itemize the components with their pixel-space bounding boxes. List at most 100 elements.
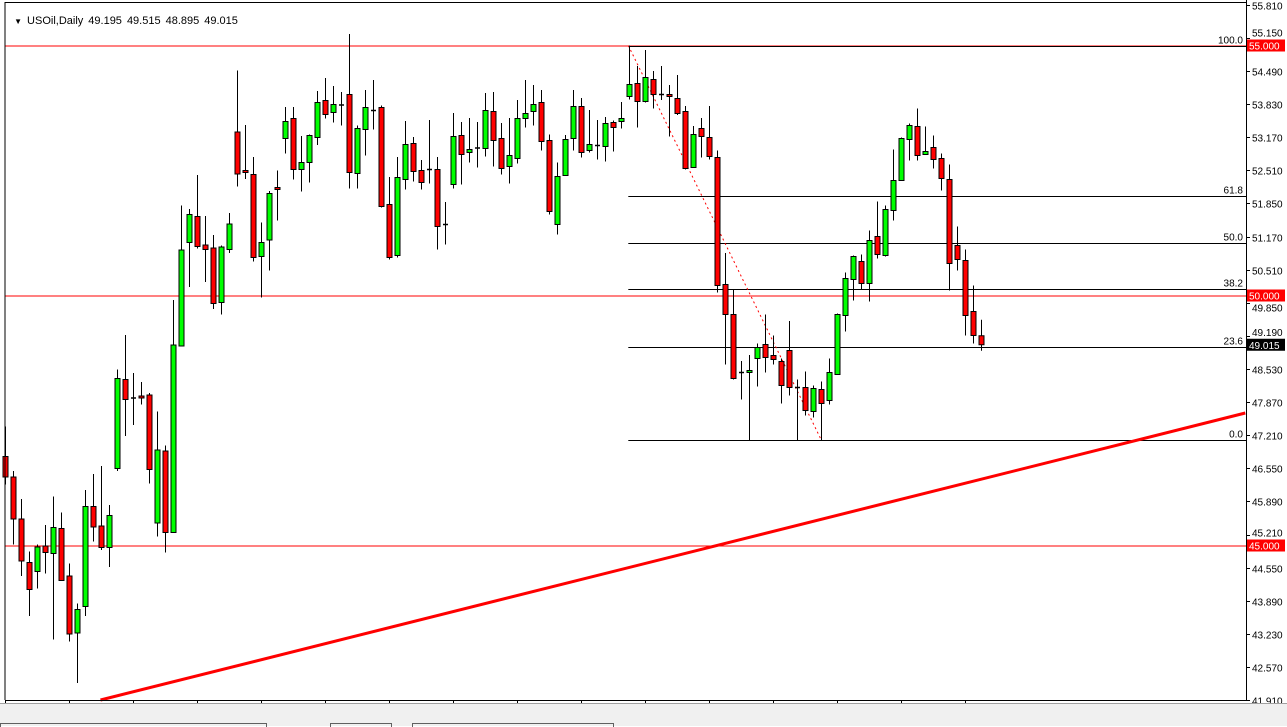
candle	[34, 544, 41, 589]
price-tick-label: 43.890	[1252, 598, 1283, 609]
candle	[371, 80, 376, 130]
candle-body-bull	[466, 149, 473, 153]
candle	[586, 110, 593, 153]
candle	[634, 66, 641, 128]
price-tick-label: 53.170	[1252, 134, 1283, 145]
candle	[506, 118, 513, 184]
candle	[730, 290, 737, 380]
candle-body-bull	[266, 193, 273, 241]
candle	[226, 213, 233, 253]
candle	[402, 121, 409, 190]
candle	[18, 499, 25, 576]
candle-body-bear	[146, 394, 153, 470]
candle	[530, 85, 537, 126]
candle	[690, 126, 697, 168]
candle-body-bear	[698, 128, 705, 137]
candle-body-bull	[314, 102, 321, 138]
candle	[98, 466, 105, 550]
line-price-label-bg	[1247, 289, 1285, 302]
candle	[642, 50, 649, 103]
trendline[interactable]	[100, 411, 1246, 702]
candle	[858, 254, 865, 290]
candle	[258, 222, 265, 298]
candle-body-bear	[778, 361, 785, 386]
candle-body-bull	[34, 546, 41, 572]
candle-body-bull	[906, 125, 913, 140]
candle	[74, 603, 81, 683]
candle	[626, 45, 633, 100]
candle-body-bear	[290, 118, 297, 170]
candle-body-bear	[786, 350, 793, 388]
candle-body-bear	[818, 389, 825, 404]
price-axis[interactable]: 55.810 55.150 54.490 53.830 53.170 52.510 51.8…	[1246, 2, 1283, 708]
candle	[522, 80, 529, 128]
candle	[659, 66, 664, 100]
candle	[330, 86, 337, 123]
tab-outline[interactable]	[0, 723, 267, 727]
triangle-down-icon[interactable]: ▼	[14, 17, 23, 26]
candle-body-bull	[74, 609, 81, 634]
candle	[770, 335, 777, 365]
candle-body-bear	[322, 100, 329, 115]
candle	[538, 90, 545, 151]
candle-body-bear	[954, 245, 961, 260]
trendline-layer	[100, 411, 1246, 702]
price-tick-label: 47.210	[1252, 432, 1283, 443]
tab-outline[interactable]	[330, 723, 392, 727]
candle-body-bear	[970, 311, 977, 336]
candle	[914, 108, 921, 161]
price-labels: 55.000 50.000 45.000 49.015	[1247, 39, 1285, 553]
candle-body-bull	[626, 84, 633, 97]
tab-outline[interactable]	[412, 723, 614, 727]
price-tick-label: 50.510	[1252, 267, 1283, 278]
candle-body-bull	[642, 77, 649, 102]
candle-body-bear	[26, 562, 33, 590]
price-tick-label: 46.550	[1252, 465, 1283, 476]
candle	[42, 525, 49, 574]
price-tick-label: 42.570	[1252, 664, 1283, 675]
candle-body-bull	[898, 138, 905, 181]
candle-body-bear	[202, 244, 209, 250]
fibonacci-retracement[interactable]: 100.0 61.8 50.0 38.2 23.6 0.0	[627, 36, 1246, 441]
candle	[818, 381, 825, 440]
candle	[562, 135, 569, 176]
low-value: 48.895	[165, 15, 200, 27]
candle-body-bull	[362, 107, 369, 130]
candle	[578, 98, 585, 158]
candle	[50, 496, 57, 640]
candle-body-bear	[714, 157, 721, 286]
price-tick-label: 53.830	[1252, 101, 1283, 112]
candle	[698, 118, 705, 158]
candle-body-bull	[690, 134, 697, 168]
candle	[339, 92, 344, 126]
candle-body-bull	[114, 378, 121, 469]
candle	[786, 321, 793, 396]
candle-body-bull	[450, 136, 457, 185]
candle	[218, 245, 225, 315]
candle-body-bear	[90, 506, 97, 528]
candle-body-bull	[170, 344, 177, 533]
candle-body-bear	[250, 174, 257, 258]
candle	[346, 34, 353, 189]
candle	[906, 123, 913, 161]
candle	[122, 335, 129, 436]
fib-level-label: 38.2	[1224, 279, 1244, 290]
candle	[890, 149, 897, 221]
candle-body-bear	[18, 518, 25, 562]
candle-body-bull	[218, 246, 225, 303]
bottom-tab-bar	[0, 703, 1287, 727]
chart-frame	[4, 0, 1247, 701]
candle-body-bull	[394, 177, 401, 256]
candle	[434, 157, 441, 250]
candle	[418, 160, 425, 190]
candle-body-bear	[274, 187, 281, 190]
price-tick-label: 49.850	[1252, 304, 1283, 315]
horizontal-lines-layer	[5, 45, 1246, 547]
candle	[498, 123, 505, 175]
price-tick-label: 54.490	[1252, 68, 1283, 79]
candle-body-bull	[562, 139, 569, 176]
candle-body-bear	[138, 395, 145, 399]
candle-body-bear	[682, 111, 689, 169]
price-tick-label: 51.850	[1252, 200, 1283, 211]
